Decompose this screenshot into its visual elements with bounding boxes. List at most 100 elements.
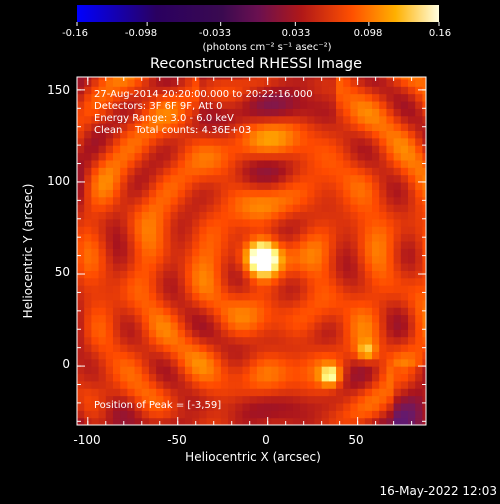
heatmap-cell: [278, 410, 287, 419]
heatmap-cell: [84, 189, 92, 198]
heatmap-cell: [141, 123, 150, 131]
heatmap-cell: [199, 159, 208, 168]
heatmap-cell: [264, 299, 272, 308]
heatmap-cell: [141, 137, 150, 146]
heatmap-cell: [156, 152, 164, 161]
heatmap-cell: [141, 93, 150, 102]
heatmap-cell: [170, 270, 179, 279]
heatmap-cell: [328, 329, 337, 338]
heatmap-cell: [105, 196, 114, 205]
heatmap-cell: [84, 366, 92, 375]
heatmap-cell: [314, 395, 323, 404]
heatmap-cell: [235, 115, 244, 124]
heatmap-cell: [242, 145, 251, 154]
heatmap-cell: [192, 307, 200, 316]
heatmap-cell: [264, 167, 272, 176]
heatmap-cell: [256, 358, 265, 367]
heatmap-cell: [184, 277, 193, 286]
heatmap-cell: [292, 277, 301, 286]
heatmap-cell: [242, 299, 251, 308]
heatmap-cell: [213, 174, 222, 183]
heatmap-cell: [271, 366, 280, 375]
heatmap-cell: [134, 248, 143, 257]
heatmap-cell: [105, 307, 114, 316]
heatmap-cell: [343, 108, 352, 117]
heatmap-cell: [120, 78, 128, 87]
heatmap-cell: [184, 292, 193, 301]
heatmap-cell: [364, 189, 373, 198]
heatmap-cell: [112, 343, 121, 352]
heatmap-cell: [105, 130, 114, 139]
heatmap-cell: [98, 233, 107, 242]
heatmap-cell: [163, 196, 172, 205]
heatmap-cell: [285, 255, 294, 264]
heatmap-cell: [228, 255, 236, 264]
heatmap-cell: [199, 321, 208, 330]
heatmap-cell: [141, 285, 150, 294]
heatmap-cell: [163, 351, 172, 360]
heatmap-cell: [235, 380, 244, 389]
heatmap-cell: [112, 204, 121, 213]
heatmap-cell: [256, 77, 265, 80]
heatmap-cell: [184, 351, 193, 360]
heatmap-cell: [220, 321, 229, 330]
heatmap-cell: [235, 152, 244, 161]
heatmap-cell: [321, 343, 330, 352]
heatmap-cell: [422, 262, 426, 271]
heatmap-cell: [357, 145, 366, 154]
heatmap-cell: [242, 226, 251, 235]
heatmap-cell: [379, 152, 388, 161]
heatmap-cell: [307, 174, 316, 183]
heatmap-cell: [379, 159, 388, 168]
heatmap-cell: [386, 307, 395, 316]
heatmap-cell: [148, 417, 157, 425]
heatmap-cell: [91, 226, 100, 235]
heatmap-cell: [422, 181, 426, 190]
heatmap-cell: [300, 152, 308, 161]
heatmap-cell: [386, 233, 395, 242]
heatmap-cell: [379, 196, 388, 205]
heatmap-cell: [177, 270, 186, 279]
heatmap-cell: [177, 196, 186, 205]
heatmap-cell: [170, 86, 179, 95]
heatmap-cell: [156, 137, 164, 146]
heatmap-cell: [256, 226, 265, 235]
heatmap-cell: [141, 417, 150, 425]
heatmap-cell: [372, 233, 380, 242]
heatmap-cell: [336, 351, 344, 360]
heatmap-cell: [422, 292, 426, 301]
heatmap-cell: [213, 255, 222, 264]
heatmap-cell: [84, 181, 92, 190]
heatmap-cell: [213, 373, 222, 382]
heatmap-cell: [314, 410, 323, 419]
heatmap-cell: [285, 137, 294, 146]
heatmap-cell: [199, 145, 208, 154]
heatmap-cell: [307, 299, 316, 308]
heatmap-cell: [206, 181, 215, 190]
heatmap-cell: [357, 410, 366, 419]
heatmap-cell: [120, 402, 128, 411]
heatmap-cell: [292, 285, 301, 294]
heatmap-cell: [184, 100, 193, 109]
heatmap-cell: [336, 292, 344, 301]
heatmap-cell: [372, 204, 380, 213]
heatmap-cell: [184, 137, 193, 146]
heatmap-cell: [321, 329, 330, 338]
heatmap-cell: [256, 388, 265, 397]
heatmap-cell: [343, 196, 352, 205]
heatmap-cell: [84, 299, 92, 308]
heatmap-cell: [408, 174, 416, 183]
heatmap-cell: [364, 380, 373, 389]
heatmap-cell: [393, 189, 402, 198]
heatmap-cell: [105, 226, 114, 235]
heatmap-cell: [112, 329, 121, 338]
heatmap-cell: [408, 255, 416, 264]
heatmap-cell: [148, 181, 157, 190]
heatmap-cell: [98, 137, 107, 146]
heatmap-cell: [278, 299, 287, 308]
heatmap-cell: [220, 159, 229, 168]
heatmap-cell: [422, 248, 426, 257]
heatmap-cell: [328, 108, 337, 117]
heatmap-cell: [249, 388, 258, 397]
heatmap-cell: [163, 226, 172, 235]
